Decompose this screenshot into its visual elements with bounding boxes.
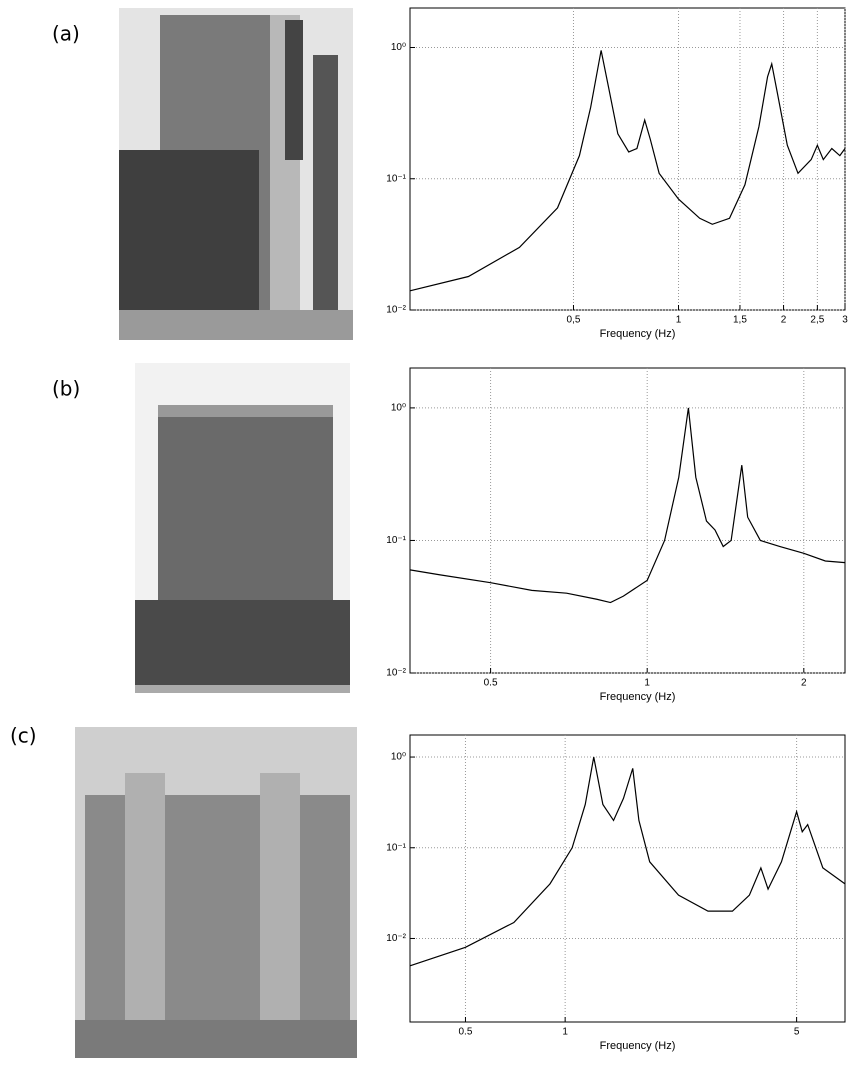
plot-area xyxy=(409,734,846,1023)
y-tick-label: 10⁰ xyxy=(391,42,406,53)
x-tick-label: 1 xyxy=(562,1027,568,1038)
y-tick-label: 10⁰ xyxy=(391,752,406,763)
x-tick-label: 3 xyxy=(842,315,848,326)
x-tick-label: 1,5 xyxy=(733,315,747,326)
x-axis-label: Frequency (Hz) xyxy=(600,691,676,703)
y-tick-label: 10⁻¹ xyxy=(386,842,406,853)
y-tick-label: 10⁻² xyxy=(386,305,406,316)
x-tick-label: 0.5 xyxy=(484,678,498,689)
photo-a xyxy=(119,8,353,340)
panel-label: (c) xyxy=(10,724,37,748)
x-axis-label: Frequency (Hz) xyxy=(600,1040,676,1052)
photo-c xyxy=(75,727,357,1058)
spectrum-line xyxy=(409,756,846,967)
x-axis-label: Frequency (Hz) xyxy=(600,328,676,340)
plot-area xyxy=(409,367,846,674)
x-tick-label: 5 xyxy=(794,1027,800,1038)
spectrum-line xyxy=(409,407,846,604)
x-tick-label: 0,5 xyxy=(567,315,581,326)
y-tick-label: 10⁻¹ xyxy=(386,173,406,184)
panel-label: (a) xyxy=(52,22,80,46)
x-tick-label: 1 xyxy=(644,678,650,689)
y-tick-label: 10⁻² xyxy=(386,668,406,679)
spectrum-line xyxy=(409,50,846,292)
y-tick-label: 10⁰ xyxy=(391,403,406,414)
x-tick-label: 1 xyxy=(676,315,682,326)
x-tick-label: 2,5 xyxy=(810,315,824,326)
x-tick-label: 0.5 xyxy=(459,1027,473,1038)
y-tick-label: 10⁻¹ xyxy=(386,535,406,546)
x-tick-label: 2 xyxy=(781,315,787,326)
y-tick-label: 10⁻² xyxy=(386,933,406,944)
x-tick-label: 2 xyxy=(801,678,807,689)
plot-area xyxy=(409,7,846,311)
photo-b xyxy=(135,363,350,693)
panel-label: (b) xyxy=(52,377,80,401)
